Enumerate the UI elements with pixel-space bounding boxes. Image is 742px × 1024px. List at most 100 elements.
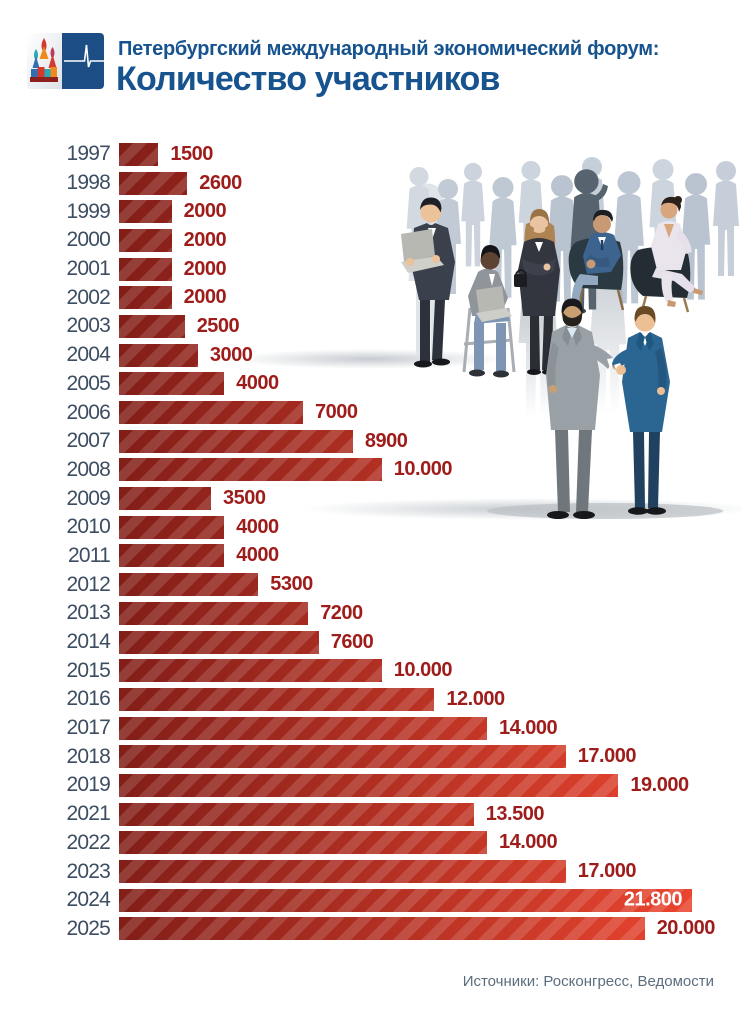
handshake-floor-shadow	[487, 503, 723, 519]
year-label: 2012	[66, 572, 110, 596]
value-label: 17.000	[577, 745, 637, 768]
participants-bar	[119, 429, 353, 453]
year-label: 2025	[66, 916, 110, 940]
year-label: 2018	[66, 744, 110, 768]
year-label: 2002	[66, 285, 110, 309]
participants-bar	[119, 860, 566, 884]
participants-bar: 21.800	[119, 888, 692, 912]
chart-row: 2022 14.000	[0, 829, 742, 858]
participants-bar	[119, 515, 225, 539]
participants-bar	[119, 171, 188, 195]
year-label: 2023	[66, 859, 110, 883]
seated-blue-suit-man	[568, 209, 625, 314]
year-label: 2009	[66, 486, 110, 510]
year-label: 2007	[66, 429, 110, 453]
year-label: 2008	[66, 457, 110, 481]
chart-row: 2023 17.000	[0, 857, 742, 886]
cathedral-icon	[30, 38, 58, 82]
chart-row: 2004 3000	[0, 341, 742, 370]
participants-bar	[119, 601, 309, 625]
participants-bar	[119, 142, 159, 166]
chart-row: 2002 2000	[0, 283, 742, 312]
value-label: 7000	[315, 401, 358, 424]
participants-bar	[119, 372, 225, 396]
value-label: 4000	[236, 515, 279, 538]
laptop-seated-man	[462, 245, 516, 378]
chart-row: 2016 12.000	[0, 685, 742, 714]
year-label: 2014	[66, 630, 110, 654]
value-label: 7200	[320, 601, 363, 624]
year-label: 2010	[66, 515, 110, 539]
participants-chart: 1997 1500 1998 2600 1999 2000 2000 2000 2001 2000…	[0, 140, 742, 943]
participants-bar	[119, 659, 382, 683]
participants-bar	[119, 917, 645, 941]
participants-bar	[119, 745, 566, 769]
chart-row: 2007 8900	[0, 427, 742, 456]
handshake-men	[546, 298, 670, 519]
value-label: 8900	[364, 429, 408, 452]
chart-row: 2018 17.000	[0, 742, 742, 771]
year-label: 2000	[66, 228, 110, 252]
participants-bar	[119, 257, 172, 281]
year-label: 2006	[66, 400, 110, 424]
participants-bar	[119, 831, 487, 855]
phone-man-silhouette	[570, 169, 608, 310]
chart-row: 2011 4000	[0, 542, 742, 571]
year-label: 2013	[66, 601, 110, 625]
value-label: 10.000	[393, 659, 453, 682]
participants-bar	[119, 458, 382, 482]
chart-row: 2017 14.000	[0, 714, 742, 743]
year-label: 2017	[66, 716, 110, 740]
year-label: 2015	[66, 658, 110, 682]
chart-row: 2024 21.800	[0, 886, 742, 915]
value-label: 5300	[270, 573, 313, 596]
chart-row: 2008 10.000	[0, 456, 742, 485]
chart-row: 2021 13.500	[0, 800, 742, 829]
chart-row: 2005 4000	[0, 370, 742, 399]
value-label: 21.800	[623, 888, 683, 911]
year-label: 1998	[66, 171, 110, 195]
value-label: 10.000	[393, 458, 453, 481]
value-label: 3000	[209, 343, 253, 366]
participants-bar	[119, 630, 319, 654]
page-title-line2: Количество участников	[116, 60, 500, 98]
value-label: 1500	[170, 142, 213, 165]
year-label: 2003	[66, 314, 110, 338]
value-label: 2000	[183, 200, 227, 223]
business-people-illustration	[250, 157, 742, 520]
chart-row: 2014 7600	[0, 628, 742, 657]
value-label: 2500	[196, 314, 240, 337]
participants-bar	[119, 802, 474, 826]
year-label: 2024	[66, 888, 110, 912]
value-label: 2000	[183, 286, 227, 309]
year-label: 1999	[66, 199, 110, 223]
year-label: 1997	[66, 142, 110, 166]
year-label: 2016	[66, 687, 110, 711]
participants-bar	[119, 573, 259, 597]
participants-bar	[119, 401, 303, 425]
value-label: 2000	[183, 257, 227, 280]
chart-row: 1997 1500	[0, 140, 742, 169]
participants-bar	[119, 200, 172, 224]
spb-tv-channel-logo	[27, 33, 104, 89]
chart-row: 2010 4000	[0, 513, 742, 542]
chart-row: 2013 7200	[0, 599, 742, 628]
value-label: 20.000	[656, 917, 716, 940]
chart-row: 2003 2500	[0, 312, 742, 341]
chart-row: 2019 19.000	[0, 771, 742, 800]
chart-row: 2025 20.000	[0, 915, 742, 944]
chart-row: 2006 7000	[0, 398, 742, 427]
chart-row: 2001 2000	[0, 255, 742, 284]
value-label: 4000	[236, 544, 279, 567]
participants-bar	[119, 687, 435, 711]
page-title-line1: Петербургский международный экономически…	[118, 38, 660, 60]
participants-bar	[119, 487, 211, 511]
value-label: 7600	[330, 630, 374, 653]
year-label: 2022	[66, 830, 110, 854]
year-label: 2005	[66, 371, 110, 395]
value-label: 19.000	[630, 773, 689, 796]
seated-white-suit-woman	[630, 196, 703, 313]
participants-bar	[119, 343, 198, 367]
participants-bar	[119, 716, 487, 740]
